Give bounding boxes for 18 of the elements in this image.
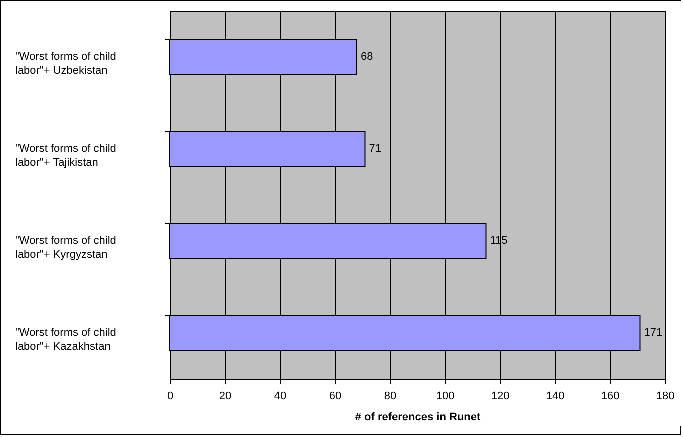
x-tick-label: 140: [546, 390, 565, 402]
data-label: 71: [369, 143, 382, 155]
x-tick-label: 120: [491, 390, 510, 402]
data-label: 68: [361, 51, 374, 63]
y-tick-label: "Worst forms of child labor"+ Kazakhstan: [16, 327, 116, 353]
x-tick-label: 100: [436, 390, 455, 402]
x-tick-label: 60: [329, 390, 342, 402]
data-label: 171: [644, 327, 663, 339]
x-tick-label: 80: [384, 390, 397, 402]
y-tick-label: "Worst forms of child labor"+ Tajikistan: [16, 143, 116, 169]
x-tick-label: 40: [274, 390, 287, 402]
y-tick-label: "Worst forms of child labor"+ Uzbekistan: [16, 51, 116, 77]
x-tick-label: 0: [167, 390, 174, 402]
x-tick-label: 180: [656, 390, 675, 402]
x-tick-label: 20: [219, 390, 232, 402]
y-tick-label: "Worst forms of child labor"+ Kyrgyzstan: [16, 235, 116, 261]
x-axis-title: # of references in Runet: [355, 412, 481, 424]
x-tick-label: 160: [601, 390, 620, 402]
